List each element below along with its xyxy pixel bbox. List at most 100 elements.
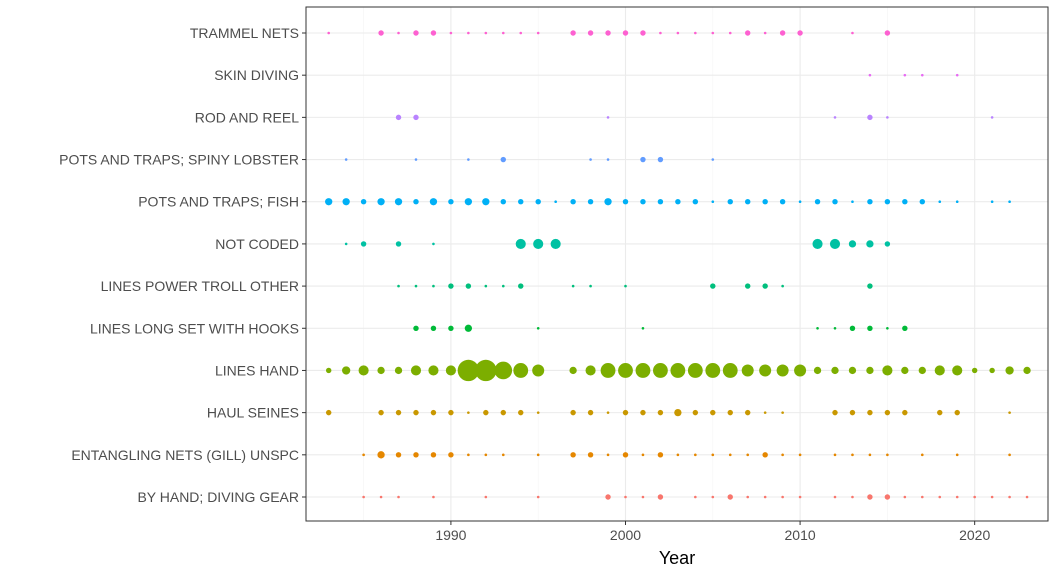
- data-point: [657, 156, 664, 163]
- data-point: [325, 198, 333, 206]
- data-point: [360, 199, 367, 205]
- data-point: [641, 453, 645, 457]
- data-point: [484, 495, 488, 499]
- data-point: [1008, 411, 1011, 414]
- data-point: [395, 114, 402, 121]
- data-point: [867, 283, 873, 289]
- data-point: [515, 238, 526, 249]
- data-point: [848, 366, 857, 375]
- data-point: [413, 114, 419, 121]
- data-point: [518, 409, 524, 416]
- data-point: [812, 238, 823, 249]
- data-point: [763, 495, 767, 499]
- data-point: [867, 409, 873, 416]
- data-point: [902, 199, 908, 205]
- data-point: [587, 409, 594, 416]
- x-axis-title: Year: [659, 548, 695, 568]
- data-point: [868, 73, 872, 77]
- data-point: [622, 199, 629, 205]
- data-point: [569, 366, 577, 375]
- data-point: [484, 453, 488, 457]
- data-point: [448, 409, 454, 416]
- data-point: [849, 409, 856, 416]
- data-point: [635, 363, 651, 378]
- data-point: [744, 30, 751, 36]
- x-tick-label: 2010: [785, 527, 816, 543]
- data-point: [779, 199, 786, 205]
- data-point: [467, 453, 470, 457]
- data-point: [851, 31, 854, 35]
- data-point: [833, 326, 837, 330]
- data-point: [848, 240, 857, 248]
- data-point: [903, 73, 907, 77]
- data-point: [1005, 366, 1014, 375]
- data-point: [955, 453, 959, 457]
- y-tick-label: SKIN DIVING: [214, 67, 299, 83]
- data-point: [362, 453, 365, 457]
- data-point: [413, 199, 419, 205]
- data-point: [653, 363, 668, 378]
- data-point: [344, 242, 348, 246]
- y-tick-label: POTS AND TRAPS; SPINY LOBSTER: [59, 152, 299, 168]
- data-point: [410, 365, 422, 376]
- y-tick-label: ROD AND REEL: [195, 109, 299, 125]
- data-point: [882, 365, 893, 376]
- data-point: [884, 409, 891, 416]
- data-point: [849, 325, 856, 331]
- data-point: [741, 364, 754, 377]
- data-point: [618, 363, 633, 378]
- data-point: [937, 409, 943, 416]
- data-point: [413, 452, 419, 458]
- data-point: [475, 359, 497, 382]
- data-point: [570, 30, 576, 36]
- data-point: [798, 495, 802, 499]
- data-point: [833, 453, 837, 457]
- y-tick-label: LINES HAND: [215, 362, 299, 378]
- data-point: [763, 411, 767, 414]
- data-point: [622, 409, 629, 416]
- data-point: [867, 199, 873, 205]
- data-point: [606, 116, 610, 119]
- data-point: [465, 283, 472, 289]
- data-point: [554, 200, 557, 204]
- data-point: [448, 283, 454, 289]
- x-axis: 1990 2000 2010 2020: [435, 521, 990, 543]
- data-point: [500, 199, 506, 205]
- data-point: [1008, 495, 1011, 499]
- data-point: [763, 31, 767, 35]
- data-point: [727, 409, 733, 416]
- data-point: [624, 495, 627, 499]
- data-point: [428, 365, 439, 376]
- data-point: [467, 158, 470, 161]
- data-point: [955, 73, 959, 77]
- data-point: [358, 365, 369, 376]
- data-point: [746, 453, 750, 457]
- data-point: [327, 31, 330, 35]
- data-point: [728, 31, 732, 35]
- data-point: [325, 367, 332, 374]
- data-point: [587, 452, 594, 458]
- data-point: [430, 325, 437, 331]
- data-point: [325, 409, 332, 416]
- data-point: [762, 452, 768, 458]
- data-point: [397, 495, 400, 499]
- data-point: [448, 452, 454, 458]
- data-point: [536, 31, 540, 35]
- data-point: [430, 409, 437, 416]
- data-point: [362, 495, 365, 499]
- data-point: [762, 283, 768, 289]
- data-point: [989, 367, 995, 374]
- data-point: [674, 408, 682, 417]
- data-point: [589, 158, 592, 161]
- data-point: [600, 363, 616, 378]
- data-point: [711, 495, 715, 499]
- data-point: [705, 363, 721, 378]
- data-point: [814, 199, 821, 205]
- data-point: [513, 363, 529, 378]
- data-point: [831, 366, 839, 375]
- data-point: [483, 409, 489, 416]
- data-point: [744, 199, 751, 205]
- data-point: [344, 158, 348, 161]
- data-point: [519, 31, 523, 35]
- data-point: [727, 199, 733, 205]
